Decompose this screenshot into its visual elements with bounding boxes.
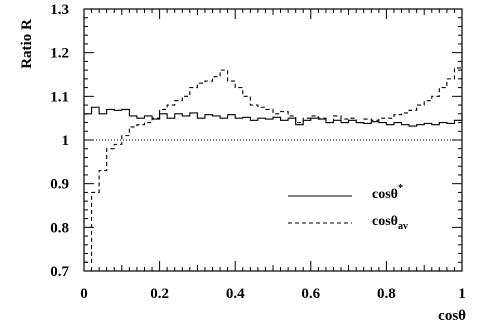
x-tick-label: 1 <box>458 286 466 302</box>
legend: cosθ* cosθav <box>288 183 408 232</box>
y-tick-label: 0.8 <box>50 220 69 236</box>
series-line-2 <box>84 39 463 263</box>
legend-label-1: cosθ* <box>372 183 403 202</box>
y-tick-label: 1.3 <box>50 2 69 18</box>
x-axis-label: cosθ <box>438 308 466 324</box>
x-tick-label: 0.6 <box>301 286 320 302</box>
tick-layer <box>83 8 463 272</box>
series-layer <box>84 39 463 263</box>
y-tick-label: 1.2 <box>50 46 69 62</box>
series-line-1 <box>84 106 463 127</box>
x-tick-label: 0 <box>80 286 88 302</box>
tick-label-layer: 0 0.2 0.4 0.6 0.8 1 0.7 0.8 0.9 1 1.1 1.2 1.3 <box>50 2 466 302</box>
x-tick-label: 0.8 <box>377 286 396 302</box>
y-tick-label: 1 <box>62 133 70 149</box>
legend-label-2: cosθav <box>372 214 408 232</box>
y-tick-label: 0.7 <box>50 264 69 280</box>
y-tick-label: 0.9 <box>50 177 69 193</box>
x-tick-label: 0.2 <box>150 286 169 302</box>
y-tick-label: 1.1 <box>50 89 69 105</box>
x-tick-label: 0.4 <box>226 286 245 302</box>
y-axis-label: Ratio R <box>19 19 35 69</box>
